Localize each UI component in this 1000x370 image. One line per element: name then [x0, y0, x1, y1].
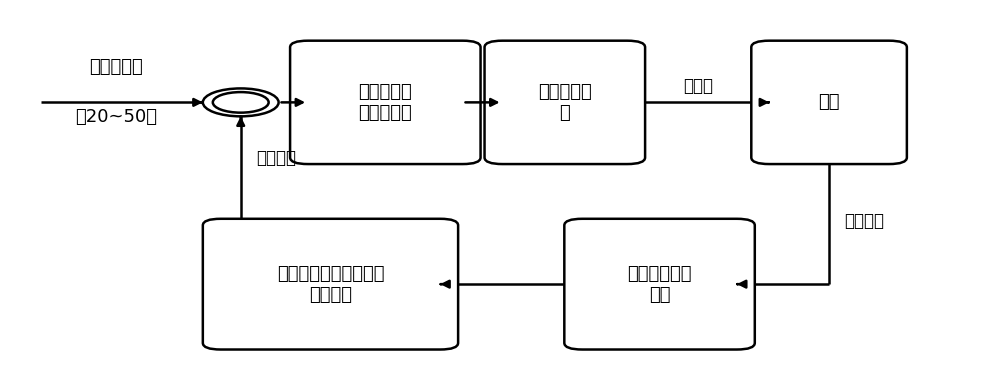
- Text: 流量增量: 流量增量: [256, 149, 296, 167]
- FancyBboxPatch shape: [203, 219, 458, 350]
- Text: 高温区面积计算和翻滚
程度度量: 高温区面积计算和翻滚 程度度量: [277, 265, 384, 303]
- FancyBboxPatch shape: [564, 219, 755, 350]
- Text: 流量设定值: 流量设定值: [89, 58, 143, 77]
- Text: 液面视频: 液面视频: [844, 212, 884, 230]
- FancyBboxPatch shape: [290, 41, 481, 164]
- FancyBboxPatch shape: [751, 41, 907, 164]
- Text: 氩气流: 氩气流: [683, 77, 713, 95]
- Text: （20~50）: （20~50）: [75, 108, 157, 126]
- FancyBboxPatch shape: [485, 41, 645, 164]
- Text: 红外热像视频
处理: 红外热像视频 处理: [627, 265, 692, 303]
- Text: 系统主机输
出控制参数: 系统主机输 出控制参数: [358, 83, 412, 122]
- Text: 电控箱与阀
门: 电控箱与阀 门: [538, 83, 592, 122]
- Text: 钢包: 钢包: [818, 93, 840, 111]
